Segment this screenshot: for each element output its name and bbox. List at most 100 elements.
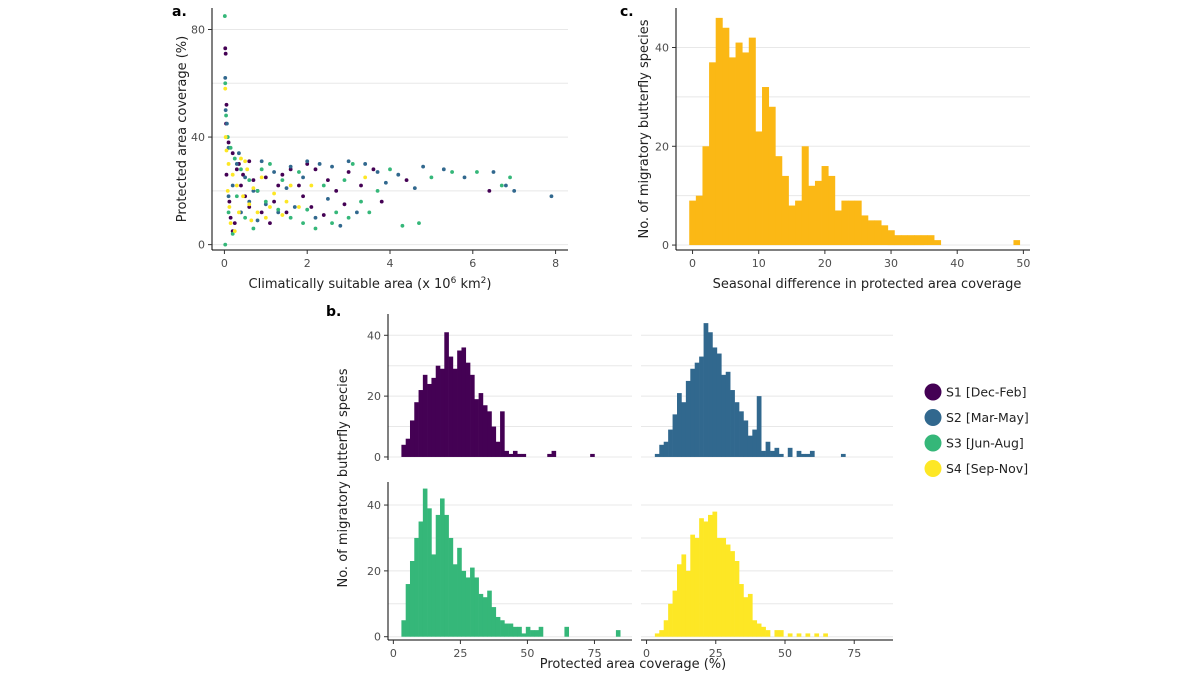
panel-b-bar-s3 — [422, 488, 428, 637]
panel-c-bar — [715, 17, 723, 246]
panel-b-bar-s3 — [491, 607, 497, 637]
panel-a-point-3 — [499, 183, 504, 188]
panel-a-point-2 — [263, 202, 268, 207]
panel-b-bar-s3 — [440, 498, 445, 637]
panel-a-point-1 — [288, 167, 293, 172]
panel-b-bar-s1 — [512, 450, 518, 457]
panel-b-bar-s1 — [405, 438, 411, 457]
panel-c-bar — [887, 230, 895, 246]
panel-b-bar-s4 — [694, 537, 700, 637]
panel-a-point-2 — [230, 183, 235, 188]
panel-b-bar-s2 — [770, 450, 775, 457]
panel-b-bar-s3 — [538, 626, 544, 637]
panel-c-bar — [934, 240, 942, 246]
panel-b-bar-s2 — [668, 429, 673, 457]
panel-a-point-3 — [359, 199, 363, 204]
panel-b-y-tick-label: 40 — [367, 499, 381, 512]
panel-letter-a: a. — [172, 4, 187, 20]
panel-a-point-1 — [297, 183, 301, 188]
season-legend: S1 [Dec-Feb] S2 [Mar-May] S3 [Jun-Aug] S4 [… — [924, 383, 1029, 477]
panel-c-bar — [762, 87, 770, 246]
panel-b-bar-s4 — [774, 630, 780, 637]
panel-c-bar — [801, 146, 809, 246]
panel-a-point-4 — [288, 183, 293, 188]
panel-c-y-tick-label: 40 — [655, 42, 669, 55]
panel-a-x-title-main: Climatically suitable area (x 10 — [249, 277, 451, 292]
panel-a-point-2 — [375, 170, 380, 174]
panel-a-point-2 — [247, 199, 252, 204]
panel-a-x-tick-label: 8 — [552, 257, 559, 270]
panel-b-bar-s4 — [703, 521, 709, 637]
panel-a-point-4 — [255, 210, 260, 215]
panel-b-bar-s2 — [672, 414, 678, 457]
panel-b-bar-s2 — [716, 353, 722, 457]
panel-a-point-4 — [241, 194, 245, 199]
panel-a-point-3 — [288, 215, 293, 220]
panel-b-bar-s1 — [444, 332, 449, 457]
panel-a-point-2 — [255, 218, 260, 223]
panel-c-x-tick-label: 20 — [818, 257, 832, 270]
panel-b-bar-s2 — [787, 447, 793, 457]
panel-b-bar-s4 — [681, 554, 687, 637]
panel-a-point-3 — [305, 207, 310, 212]
panel-a-point-1 — [280, 172, 285, 177]
panel-b-bar-s2 — [654, 453, 660, 457]
panel-b-bar-s3 — [487, 590, 492, 637]
panel-b-bar-s2 — [730, 390, 735, 457]
panel-a-point-1 — [268, 221, 272, 226]
panel-a-point-2 — [237, 151, 241, 156]
panel-b-bar-s2 — [703, 323, 709, 457]
panel-a-x-tick-label: 6 — [469, 257, 476, 270]
panel-a-point-4 — [272, 191, 276, 196]
panel-c-y-tick-label: 20 — [655, 140, 669, 153]
panel-a-point-2 — [421, 164, 426, 169]
panel-c-bar — [874, 220, 882, 246]
panel-b-bar-s4 — [761, 626, 766, 637]
panel-b-bar-s2 — [747, 435, 753, 457]
panel-b-bar-s3 — [444, 514, 449, 637]
panel-b-bar-s2 — [659, 444, 665, 457]
panel-c-bar — [781, 175, 789, 246]
panel-a-point-3 — [350, 162, 355, 166]
panel-b-bar-s4 — [677, 564, 682, 637]
panel-a-point-3 — [367, 210, 372, 215]
panel-a-point-1 — [228, 215, 233, 220]
panel-a-x-title-unit: km — [456, 277, 480, 292]
panel-a-point-3 — [276, 207, 281, 212]
panel-a-point-1 — [305, 162, 310, 166]
panel-b-bar-s4 — [734, 561, 740, 637]
panel-a-point-2 — [412, 186, 417, 191]
panel-c-histogram: 0 10 20 30 40 50 0 20 40 Seasonal difference in p… — [637, 8, 1030, 292]
panel-b-bar-s3 — [401, 620, 406, 637]
panel-b-bar-s3 — [461, 570, 467, 637]
panel-a-point-3 — [239, 167, 243, 172]
panel-a-point-3 — [313, 226, 318, 231]
panel-a-point-3 — [222, 14, 227, 18]
panel-a-point-4 — [247, 202, 252, 207]
panel-c-bar — [695, 195, 703, 246]
panel-b-bar-s1 — [482, 405, 488, 457]
panel-b-bar-s1 — [495, 441, 501, 457]
panel-a-point-3 — [223, 242, 228, 247]
panel-c-bar — [1013, 240, 1021, 246]
panel-b-bar-s4 — [823, 633, 828, 637]
panel-c-bar — [920, 235, 928, 246]
panel-b-bar-s2 — [708, 332, 713, 457]
panel-a-y-tick-label: 80 — [191, 24, 205, 37]
panel-c-bar — [735, 42, 743, 246]
panel-b-bar-s1 — [414, 402, 419, 457]
panel-b-bar-s2 — [761, 450, 766, 457]
panel-a-point-3 — [224, 113, 228, 118]
panel-b-bar-s3 — [530, 630, 535, 637]
panel-b-bar-s1 — [448, 356, 454, 457]
panel-a-point-1 — [309, 205, 314, 209]
panel-b-bar-s1 — [435, 365, 441, 457]
panel-a-point-3 — [243, 215, 248, 220]
panel-b-bar-s4 — [668, 603, 673, 637]
panel-a-point-1 — [223, 46, 228, 51]
panel-a-point-4 — [268, 205, 272, 209]
panel-a-point-3 — [301, 221, 305, 226]
panel-b-bar-s2 — [699, 356, 704, 457]
panel-a-y-tick-label: 40 — [191, 131, 205, 144]
